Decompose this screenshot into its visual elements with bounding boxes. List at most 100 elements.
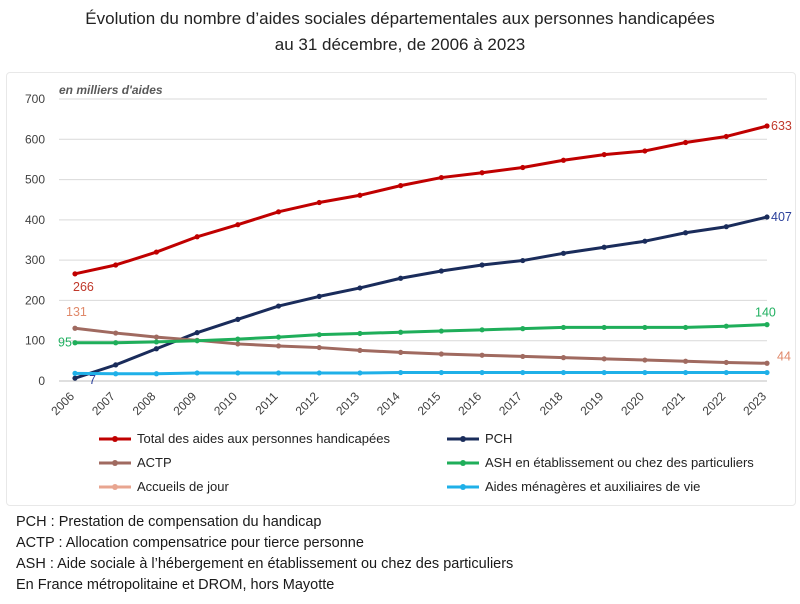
data-point	[479, 170, 485, 176]
data-point	[520, 369, 526, 376]
data-point	[316, 370, 322, 376]
x-tick-label: 2016	[455, 389, 484, 418]
data-point	[113, 371, 119, 377]
data-point	[153, 249, 160, 255]
note-pch: PCH : Prestation de compensation du hand…	[16, 514, 322, 530]
y-tick-label: 300	[25, 253, 45, 267]
data-point	[723, 133, 729, 140]
data-point	[316, 344, 322, 351]
data-point	[438, 268, 444, 274]
data-point	[357, 330, 363, 337]
data-point	[398, 329, 404, 335]
data-point	[153, 371, 160, 377]
data-point	[560, 324, 567, 331]
x-tick-label: 2022	[700, 389, 729, 418]
data-point	[479, 327, 485, 333]
y-tick-label: 100	[25, 334, 45, 348]
series-line	[74, 124, 768, 276]
x-tick-label: 2020	[618, 389, 647, 418]
data-point	[438, 351, 444, 357]
data-point	[398, 369, 404, 376]
series-line	[75, 323, 768, 345]
y-tick-label: 600	[25, 132, 45, 146]
data-point	[642, 369, 648, 376]
data-point	[357, 370, 363, 376]
x-tick-label: 2006	[48, 389, 77, 418]
data-point	[113, 330, 119, 336]
data-point	[275, 303, 282, 309]
data-point	[72, 271, 78, 277]
data-point	[235, 336, 241, 342]
x-tick-label: 2019	[578, 389, 607, 418]
data-point	[235, 316, 241, 322]
data-point	[479, 369, 485, 376]
data-point	[153, 346, 160, 352]
data-point	[72, 325, 78, 331]
chart-area: 0 100 200 300 400 500 600 700 2006 2007 2008 2009 20…	[6, 72, 796, 506]
x-tick-label: 2014	[374, 389, 403, 418]
data-point	[113, 340, 119, 346]
note-actp: ACTP : Allocation compensatrice pour tie…	[16, 535, 364, 551]
data-point	[520, 164, 526, 171]
data-point	[723, 323, 729, 329]
data-point	[682, 324, 689, 331]
y-tick-label: 400	[25, 213, 45, 227]
x-tick-label: 2007	[89, 389, 118, 418]
data-point	[723, 224, 729, 230]
x-tick-label: 2018	[537, 389, 566, 418]
legend-label: PCH	[485, 431, 512, 446]
footnotes: PCH : Prestation de compensation du hand…	[16, 512, 513, 596]
legend-marker	[460, 460, 466, 466]
data-point	[642, 148, 648, 154]
data-point	[235, 341, 241, 347]
y-tick-label: 200	[25, 293, 45, 307]
y-tick-label: 500	[25, 173, 45, 187]
data-point	[316, 332, 322, 338]
data-point	[113, 262, 119, 268]
legend-label: Total des aides aux personnes handicapée…	[137, 431, 390, 446]
data-point	[682, 369, 689, 376]
x-tick-label: 2021	[659, 389, 688, 418]
data-point	[235, 222, 241, 228]
data-point	[275, 334, 282, 340]
data-point	[275, 343, 282, 349]
data-point	[398, 275, 404, 281]
data-label: 140	[755, 306, 776, 320]
legend-label: ASH en établissement ou chez des particu…	[485, 455, 754, 470]
x-tick-label: 2015	[415, 389, 444, 418]
data-point	[438, 369, 444, 376]
data-point	[764, 214, 770, 220]
data-point	[194, 338, 200, 344]
legend-marker	[460, 436, 466, 442]
series-line	[74, 371, 767, 376]
unit-label: en milliers d'aides	[59, 83, 163, 97]
x-tick-label: 2023	[740, 389, 769, 418]
data-point	[520, 257, 526, 264]
data-point	[113, 362, 119, 368]
line-chart: 0 100 200 300 400 500 600 700 2006 2007 2008 2009 20…	[25, 83, 792, 494]
data-point	[194, 330, 200, 336]
data-point	[682, 230, 689, 236]
data-point	[764, 123, 770, 129]
note-ash: ASH : Aide sociale à l’hébergement en ét…	[16, 556, 514, 572]
data-point	[601, 324, 607, 331]
data-point	[72, 340, 78, 346]
y-tick-label: 700	[25, 92, 45, 106]
data-point	[275, 370, 282, 376]
data-point	[357, 192, 363, 198]
data-point	[560, 355, 567, 361]
data-label: 407	[771, 210, 792, 224]
chart-title: Évolution du nombre d’aides sociales dép…	[0, 6, 800, 58]
legend-marker	[112, 460, 118, 466]
x-tick-label: 2017	[496, 389, 525, 418]
data-point	[560, 250, 567, 256]
data-point	[479, 352, 485, 358]
data-label: 266	[73, 280, 94, 294]
data-point	[275, 209, 282, 215]
data-point	[560, 157, 567, 163]
series-line	[74, 326, 768, 365]
legend-label: Accueils de jour	[137, 479, 229, 494]
legend-label: ACTP	[137, 455, 172, 470]
legend-label: Aides ménagères et auxiliaires de vie	[485, 479, 700, 494]
y-tick-label: 0	[38, 374, 45, 388]
